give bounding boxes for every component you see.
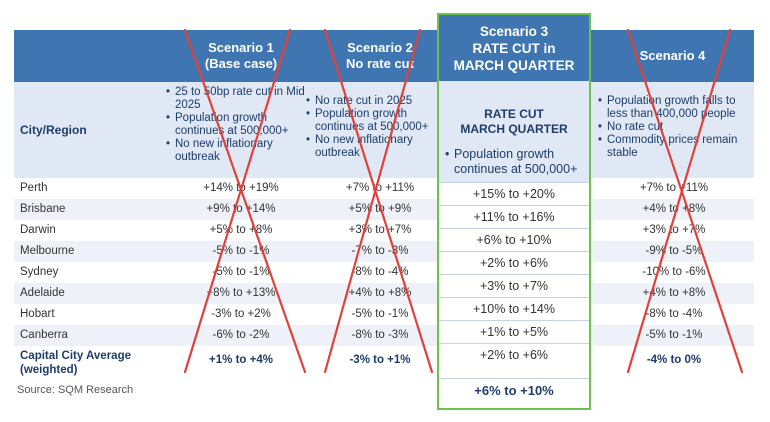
s3-value: +6% to +10% bbox=[439, 228, 589, 252]
row-city: Brisbane bbox=[20, 203, 66, 215]
header-s2-title: Scenario 2 bbox=[347, 40, 413, 55]
s3-value: +1% to +5% bbox=[439, 320, 589, 344]
table-row: Hobart -3% to +2% -5% to -1% -8% to -4% bbox=[14, 304, 754, 325]
row-city: Hobart bbox=[20, 308, 55, 320]
desc-s2-item: No new inflationary outbreak bbox=[306, 134, 436, 160]
average-s4-value: -4% to 0% bbox=[646, 354, 702, 366]
desc-s2-item: Population growth continues at 500,000+ bbox=[306, 108, 436, 134]
row-s1-value: +14% to +19% bbox=[203, 182, 279, 194]
desc-s3-bullet: • Population growth continues at 500,000+ bbox=[445, 147, 585, 177]
s3-value: +11% to +16% bbox=[439, 205, 589, 229]
row-s4-value: -8% to -4% bbox=[645, 308, 703, 320]
desc-s3-title-line2: MARCH QUARTER bbox=[460, 122, 568, 136]
table-row: Sydney -5% to -1% -8% to -4% -10% to -6% bbox=[14, 262, 754, 283]
s3-value: +2% to +6% bbox=[439, 251, 589, 275]
header-s2-subtitle: No rate cut bbox=[346, 56, 414, 71]
row-s4-value: +4% to +8% bbox=[642, 203, 706, 215]
header-s3-subtitle: RATE CUT in bbox=[472, 40, 556, 56]
s3-value: +10% to +14% bbox=[439, 297, 589, 321]
desc-s3-bullet-text: Population growth continues at 500,000+ bbox=[454, 147, 578, 176]
row-s2-value: -8% to -3% bbox=[351, 329, 409, 341]
row-s1-value: -5% to -1% bbox=[212, 266, 270, 278]
row-s4-value: -5% to -1% bbox=[645, 329, 703, 341]
s3-average-value: +6% to +10% bbox=[439, 378, 589, 402]
header-s4-title: Scenario 4 bbox=[639, 48, 706, 63]
row-s4-value: -9% to -5% bbox=[645, 245, 703, 257]
average-label: Capital City Average (weighted) bbox=[20, 349, 131, 379]
table-row: Perth +14% to +19% +7% to +11% +7% to +1… bbox=[14, 178, 754, 199]
row-s2-value: -5% to -1% bbox=[351, 308, 409, 320]
header-scenario-1: Scenario 1 (Base case) bbox=[162, 30, 320, 82]
average-s1-value: +1% to +4% bbox=[209, 354, 273, 366]
table-row: Brisbane +9% to +14% +5% to +9% +4% to +… bbox=[14, 199, 754, 220]
scenario-3-column: Scenario 3 RATE CUT in MARCH QUARTER RAT… bbox=[437, 13, 591, 410]
row-city: Perth bbox=[20, 182, 48, 194]
row-city: Canberra bbox=[20, 329, 68, 341]
row-s1-value: +9% to +14% bbox=[206, 203, 276, 215]
desc-s2-item: No rate cut in 2025 bbox=[306, 95, 436, 108]
city-region-header: City/Region bbox=[14, 82, 162, 178]
s3-value: +3% to +7% bbox=[439, 274, 589, 298]
row-s4-value: +4% to +8% bbox=[642, 287, 706, 299]
table-row: Adelaide +8% to +13% +4% to +8% +4% to +… bbox=[14, 283, 754, 304]
row-s2-value: +3% to +7% bbox=[348, 224, 412, 236]
header-s3-subtitle-2: MARCH QUARTER bbox=[453, 57, 575, 73]
row-s2-value: +4% to +8% bbox=[348, 287, 412, 299]
row-s1-value: -3% to +2% bbox=[211, 308, 271, 320]
row-s4-value: -10% to -6% bbox=[642, 266, 706, 278]
row-s1-value: -5% to -1% bbox=[212, 245, 270, 257]
desc-s1-item: 25 to 50bp rate cut in Mid 2025 bbox=[166, 86, 316, 112]
header-s1-title: Scenario 1 bbox=[208, 40, 274, 55]
header-scenario-4: Scenario 4 bbox=[591, 30, 754, 82]
row-s1-value: +8% to +13% bbox=[206, 287, 276, 299]
desc-s4-item: No rate cut bbox=[598, 121, 752, 134]
desc-s3: RATE CUT MARCH QUARTER • Population growt… bbox=[439, 81, 589, 182]
desc-list-s4: Population growth falls to less than 400… bbox=[598, 95, 752, 160]
header-scenario-3: Scenario 3 RATE CUT in MARCH QUARTER bbox=[439, 15, 589, 81]
header-s3-title: Scenario 3 bbox=[479, 23, 549, 39]
row-s2-value: +7% to +11% bbox=[345, 182, 415, 194]
row-s1-value: -6% to -2% bbox=[212, 329, 270, 341]
s3-value: +2% to +6% bbox=[439, 343, 589, 367]
desc-s4-item: Population growth falls to less than 400… bbox=[598, 95, 752, 121]
desc-s3-title: RATE CUT MARCH QUARTER bbox=[439, 107, 589, 137]
source-note: Source: SQM Research bbox=[17, 384, 134, 396]
row-s2-value: +5% to +9% bbox=[348, 203, 412, 215]
row-s1-value: +5% to +8% bbox=[209, 224, 273, 236]
desc-s1-item: Population growth continues at 500,000+ bbox=[166, 112, 316, 138]
row-city: Sydney bbox=[20, 266, 59, 278]
average-s2-value: -3% to +1% bbox=[349, 354, 411, 366]
table-row: Darwin +5% to +8% +3% to +7% +3% to +7% bbox=[14, 220, 754, 241]
table-row: Melbourne -5% to -1% -7% to -3% -9% to -… bbox=[14, 241, 754, 262]
table-row: Canberra -6% to -2% -8% to -3% -5% to -1… bbox=[14, 325, 754, 346]
average-row: Capital City Average (weighted) +1% to +… bbox=[14, 346, 754, 376]
header-scenario-2: Scenario 2 No rate cut bbox=[320, 30, 440, 82]
row-city: Melbourne bbox=[20, 245, 75, 257]
desc-s3-title-line1: RATE CUT bbox=[484, 107, 544, 121]
desc-list-s1: 25 to 50bp rate cut in Mid 2025 Populati… bbox=[166, 86, 316, 164]
desc-list-s2: No rate cut in 2025 Population growth co… bbox=[306, 95, 436, 160]
header-s1-subtitle: (Base case) bbox=[204, 56, 278, 71]
desc-s1-item: No new inflationary outbreak bbox=[166, 138, 316, 164]
s3-value: +15% to +20% bbox=[439, 182, 589, 206]
header-blank bbox=[14, 30, 162, 82]
row-s4-value: +7% to +11% bbox=[639, 182, 709, 194]
average-label-line2: (weighted) bbox=[20, 364, 78, 376]
row-city: Adelaide bbox=[20, 287, 65, 299]
row-s2-value: -8% to -4% bbox=[351, 266, 409, 278]
row-s2-value: -7% to -3% bbox=[351, 245, 409, 257]
average-label-line1: Capital City Average bbox=[20, 350, 131, 362]
desc-s4-item: Commodity prices remain stable bbox=[598, 134, 752, 160]
row-s4-value: +3% to +7% bbox=[642, 224, 706, 236]
row-city: Darwin bbox=[20, 224, 56, 236]
